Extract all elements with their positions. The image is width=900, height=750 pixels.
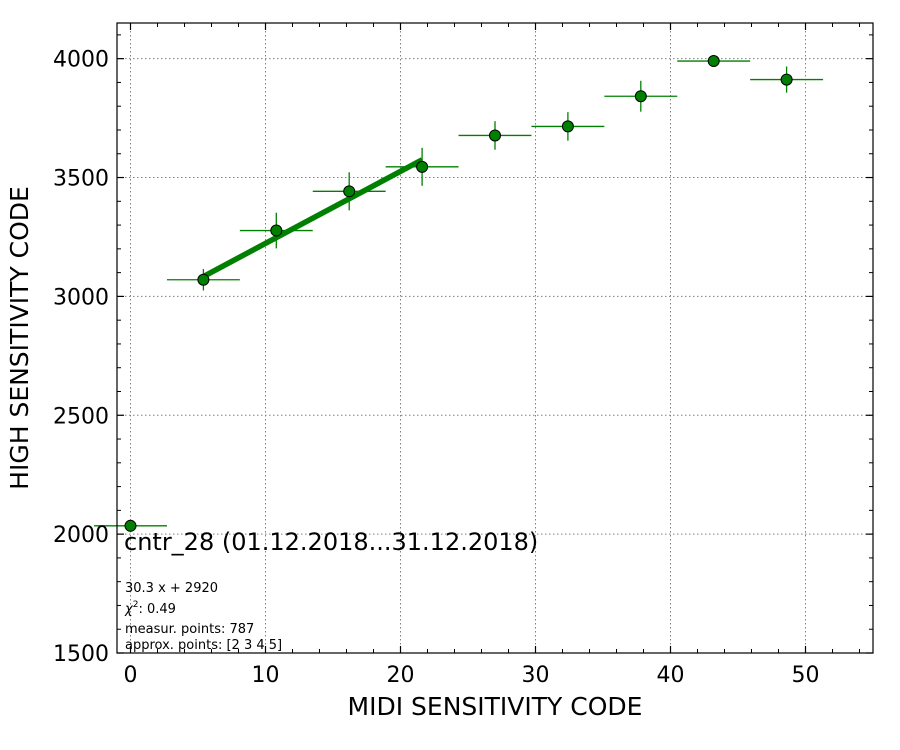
chi2-symbol: χ: [124, 602, 134, 617]
x-tick-label: 30: [522, 663, 550, 688]
chi2-value: : 0.49: [138, 602, 175, 617]
chi2-superscript: 2: [133, 600, 139, 610]
y-tick-label: 2500: [53, 404, 109, 429]
data-point: [343, 185, 356, 198]
x-tick-label: 20: [387, 663, 415, 688]
x-tick-label: 40: [657, 663, 685, 688]
data-point: [270, 224, 283, 237]
annotation-approx: approx. points: [2 3 4 5]: [125, 638, 282, 653]
y-axis-label: HIGH SENSITIVITY CODE: [5, 186, 34, 490]
data-point: [416, 160, 429, 173]
grid: [117, 23, 873, 654]
annotation-measur: measur. points: 787: [125, 622, 254, 637]
data-point: [124, 519, 137, 532]
data-point: [707, 55, 720, 68]
x-tick-label: 10: [252, 663, 280, 688]
axis-ticks: [117, 23, 873, 654]
plot-frame: [116, 22, 874, 654]
annotation-fit: 30.3 x + 2920: [125, 581, 218, 596]
y-tick-label: 1500: [53, 642, 109, 667]
x-tick-label: 50: [792, 663, 820, 688]
annotation-title: cntr_28 (01.12.2018...31.12.2018): [124, 528, 538, 556]
annotation-chi2: χ2: 0.49: [124, 600, 176, 617]
data-points: [94, 55, 824, 532]
y-tick-label: 3000: [53, 285, 109, 310]
data-point: [634, 90, 647, 103]
tick-labels: 0 10 20 30 40 50 1500 2000 2500 3000 3500 4000: [53, 48, 820, 688]
plot-background: [117, 23, 873, 653]
y-tick-label: 2000: [53, 523, 109, 548]
data-point: [197, 273, 210, 286]
fit-line-group: [202, 157, 424, 279]
y-tick-label: 4000: [53, 48, 109, 73]
fit-line: [202, 157, 424, 279]
y-tick-label: 3500: [53, 167, 109, 192]
data-point: [561, 120, 574, 133]
x-axis-label: MIDI SENSITIVITY CODE: [348, 692, 643, 721]
data-point: [780, 73, 793, 86]
x-tick-label: 0: [124, 663, 138, 688]
data-point: [489, 129, 501, 142]
